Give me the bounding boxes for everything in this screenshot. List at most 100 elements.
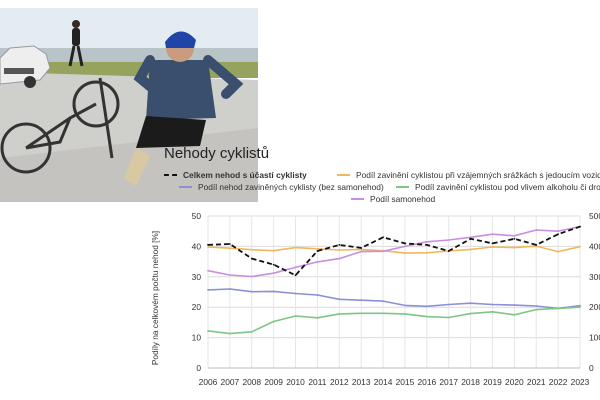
data-point bbox=[207, 269, 209, 272]
data-point bbox=[579, 245, 581, 248]
car-shape bbox=[0, 45, 51, 88]
data-point bbox=[491, 310, 494, 313]
legend-swatch bbox=[351, 198, 364, 200]
data-point bbox=[382, 312, 384, 315]
cyclist-accident-photo bbox=[0, 8, 258, 202]
y-tick-label: 10 bbox=[192, 333, 202, 343]
x-tick-label: 2009 bbox=[264, 377, 283, 387]
data-point bbox=[447, 250, 450, 252]
x-tick-label: 2013 bbox=[352, 377, 371, 387]
data-point bbox=[404, 304, 406, 307]
x-tick-label: 2021 bbox=[527, 377, 546, 387]
y2-tick-label: 4000 bbox=[589, 241, 600, 251]
y-tick-label: 20 bbox=[192, 302, 202, 312]
data-point bbox=[535, 229, 538, 231]
legend-swatch bbox=[164, 174, 177, 176]
legend-label: Celkem nehod s účastí cyklisty bbox=[183, 170, 307, 180]
data-point bbox=[513, 237, 516, 240]
data-point bbox=[491, 246, 494, 248]
data-point bbox=[207, 288, 209, 291]
axis-ticks: 0 10 20 30 40 50 0 1000 2000 3000 4000 5000 20062007… bbox=[192, 211, 600, 387]
data-point bbox=[272, 290, 275, 293]
data-point bbox=[425, 240, 428, 243]
photo-illustration bbox=[0, 8, 258, 202]
data-point bbox=[294, 292, 297, 295]
legend-item-alcohol-drugs[interactable]: Podíl zavinění cyklistou pod vlivem alko… bbox=[396, 182, 600, 192]
data-point bbox=[404, 245, 406, 248]
x-tick-label: 2010 bbox=[286, 377, 305, 387]
legend-item-cyclist-fault[interactable]: Podíl nehod zaviněných cyklisty (bez sam… bbox=[179, 182, 384, 192]
series-line-0 bbox=[207, 225, 581, 277]
data-point bbox=[425, 315, 428, 318]
data-point bbox=[469, 248, 472, 251]
data-point bbox=[557, 230, 560, 233]
data-point bbox=[382, 236, 384, 239]
data-point bbox=[360, 250, 363, 253]
y-tick-label: 50 bbox=[192, 211, 202, 221]
data-point bbox=[425, 243, 428, 246]
data-point bbox=[513, 313, 516, 316]
data-point bbox=[579, 225, 581, 228]
data-point bbox=[382, 250, 384, 253]
y-tick-label: 30 bbox=[192, 272, 202, 282]
data-point bbox=[294, 315, 297, 317]
data-point bbox=[382, 300, 384, 303]
data-point bbox=[469, 236, 472, 239]
y2-tick-label: 1000 bbox=[589, 333, 600, 343]
data-point bbox=[338, 298, 341, 301]
data-point bbox=[491, 303, 494, 306]
x-tick-label: 2008 bbox=[242, 377, 261, 387]
legend-item-single-accidents[interactable]: Podíl samonehod bbox=[351, 194, 435, 204]
data-point bbox=[294, 266, 297, 269]
data-point bbox=[535, 308, 538, 311]
data-point bbox=[557, 307, 560, 310]
data-point bbox=[360, 299, 363, 302]
data-point bbox=[228, 274, 231, 276]
data-point bbox=[294, 274, 297, 277]
x-tick-label: 2018 bbox=[461, 377, 480, 387]
data-point bbox=[207, 330, 209, 332]
data-point bbox=[250, 330, 253, 333]
data-point bbox=[469, 237, 472, 240]
data-point bbox=[425, 305, 428, 308]
series-line-3 bbox=[207, 306, 581, 335]
data-point bbox=[250, 257, 253, 260]
data-point bbox=[272, 263, 275, 266]
x-tick-label: 2014 bbox=[374, 377, 393, 387]
bicycle-shape bbox=[0, 77, 120, 174]
data-point bbox=[272, 249, 275, 252]
legend-swatch bbox=[179, 186, 192, 188]
data-point bbox=[513, 304, 516, 306]
x-tick-label: 2007 bbox=[221, 377, 240, 387]
data-point bbox=[557, 250, 560, 253]
legend-item-collision-fault[interactable]: Podíl zavinění cyklistou při vzájemných … bbox=[337, 170, 600, 180]
legend-label: Podíl samonehod bbox=[370, 194, 436, 204]
data-point bbox=[557, 233, 560, 236]
data-point bbox=[338, 312, 341, 315]
legend-item-total-accidents[interactable]: Celkem nehod s účastí cyklisty bbox=[164, 170, 307, 180]
data-point bbox=[513, 234, 516, 237]
data-point bbox=[338, 257, 341, 260]
series-line-1 bbox=[207, 245, 581, 254]
running-person-shape bbox=[68, 20, 84, 67]
data-point bbox=[316, 247, 319, 250]
series-lines bbox=[207, 225, 581, 335]
legend-swatch bbox=[337, 174, 350, 176]
data-point bbox=[447, 303, 450, 306]
legend-swatch bbox=[396, 186, 409, 188]
data-point bbox=[228, 332, 231, 335]
data-point bbox=[404, 312, 406, 315]
y2-tick-label: 2000 bbox=[589, 302, 600, 312]
data-point bbox=[294, 246, 297, 249]
x-tick-label: 2006 bbox=[199, 377, 218, 387]
chart-title: Nehody cyklistů bbox=[164, 145, 270, 162]
data-point bbox=[404, 252, 406, 254]
data-point bbox=[272, 320, 275, 323]
y2-tick-label: 5000 bbox=[589, 211, 600, 221]
data-point bbox=[228, 247, 231, 250]
data-point bbox=[338, 249, 341, 251]
data-point bbox=[469, 302, 472, 305]
data-point bbox=[316, 250, 319, 252]
data-point bbox=[513, 246, 516, 249]
data-point bbox=[360, 247, 363, 249]
